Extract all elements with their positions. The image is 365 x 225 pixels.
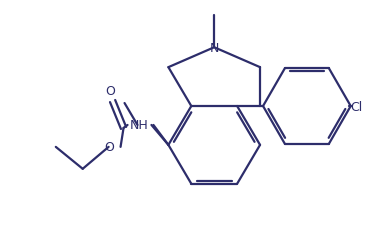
Text: Cl: Cl	[351, 100, 363, 113]
Text: N: N	[210, 42, 219, 54]
Text: O: O	[105, 141, 115, 154]
Text: NH: NH	[130, 119, 149, 132]
Text: O: O	[105, 85, 116, 98]
